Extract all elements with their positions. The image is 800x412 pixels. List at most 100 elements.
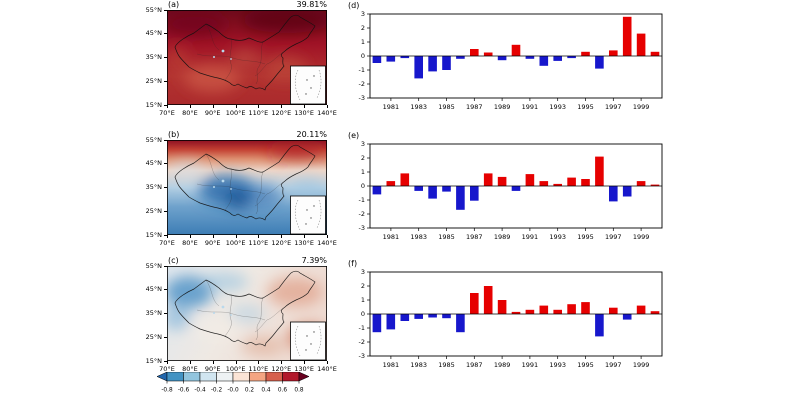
lat-tick (164, 336, 167, 338)
bar (442, 314, 451, 319)
lon-tick (281, 105, 283, 108)
map-area-c (167, 266, 327, 361)
lat-tick (164, 234, 167, 236)
bar (428, 56, 437, 72)
bar-panel-d: (d) -3 -2 -1 0 1 2 3 1981 1983 1985 1987 1989 1991 19… (344, 1, 666, 124)
bar (581, 51, 590, 56)
bar (456, 186, 465, 210)
bar (622, 314, 632, 320)
colorbar-segment (166, 371, 184, 382)
x-tick-label: 1997 (605, 233, 622, 241)
colorbar-left-arrow (156, 371, 168, 382)
bar (400, 314, 410, 321)
lon-tick (167, 235, 168, 238)
lat-tick-label: 15°N (145, 230, 162, 239)
y-tick-label: -2 (359, 338, 365, 346)
lon-tick (327, 361, 328, 364)
x-tick-label: 1999 (633, 361, 650, 369)
x-tick-label: 1995 (577, 233, 594, 241)
lon-tick (167, 361, 168, 364)
bar (622, 186, 632, 197)
lon-tick (281, 361, 283, 364)
bar (372, 186, 382, 195)
eof3-spatial-map (167, 266, 327, 361)
lon-axis-a: 70°E 80°E 90°E 100°E 110°E 120°E 130°E 140°E (159, 105, 337, 119)
colorbar-segment (282, 371, 300, 382)
x-tick-label: 1987 (466, 233, 483, 241)
variance-label-c: 7.39% (301, 256, 327, 265)
bar (497, 300, 507, 314)
bar-panel-f: (f) -3 -2 -1 0 1 2 3 1981 1983 1985 1987 1989 1991 19… (344, 259, 666, 382)
lat-tick (164, 210, 167, 212)
lat-tick (164, 187, 167, 188)
bar (442, 186, 451, 192)
bar (497, 56, 507, 61)
x-tick-label: 1987 (466, 361, 483, 369)
lon-tick (189, 361, 191, 364)
lat-tick (164, 9, 167, 11)
x-tick-label: 1981 (383, 233, 400, 241)
x-tick-label: 1993 (549, 103, 566, 111)
lon-tick-label: 80°E (182, 365, 198, 373)
x-tick-label: 1987 (466, 103, 483, 111)
lon-tick (212, 235, 214, 238)
x-tick-label: 1997 (605, 103, 622, 111)
map-area-a (167, 10, 327, 105)
lon-tick (304, 235, 306, 238)
x-tick-label: 1983 (410, 361, 427, 369)
plot-frame (369, 143, 663, 229)
bar (553, 309, 562, 314)
x-tick-label: 1993 (549, 361, 566, 369)
x-tick-label: 1991 (522, 233, 539, 241)
y-tick-label: 0 (361, 52, 365, 60)
y-tick-label: 1 (361, 168, 365, 176)
bar (595, 314, 604, 337)
colorbar-segment (216, 371, 234, 382)
x-tick-label: 1991 (522, 103, 539, 111)
bar (372, 56, 382, 63)
x-tick-label: 1981 (383, 103, 400, 111)
bar (442, 56, 451, 70)
lat-tick-label: 35°N (145, 183, 162, 191)
bar (622, 16, 632, 56)
panel-label-b: (b) (168, 130, 180, 139)
bar (456, 314, 465, 333)
bar (456, 56, 465, 59)
x-tick-label: 1983 (410, 233, 427, 241)
bar-chart-svg: -3 -2 -1 0 1 2 3 1981 1983 1985 1987 1989 1991 1993 19… (359, 140, 663, 241)
lat-tick-label: 55°N (145, 5, 162, 14)
lon-tick (235, 105, 237, 108)
bar (636, 33, 646, 56)
eof1-spatial-map (167, 10, 327, 105)
colorbar-tick-label: 0.4 (261, 388, 271, 394)
lat-tick (164, 57, 167, 58)
bar (650, 184, 660, 186)
bar (525, 174, 535, 186)
y-tick-label: -1 (359, 196, 365, 204)
lat-tick (164, 139, 167, 141)
bar (414, 186, 423, 191)
x-tick-label: 1995 (577, 103, 594, 111)
panel-label-e: (e) (348, 131, 360, 140)
colorbar-segment (265, 371, 283, 382)
y-tick-label: 2 (361, 282, 365, 290)
lon-tick-label: 90°E (204, 239, 221, 247)
lat-tick (164, 360, 167, 362)
lat-tick-label: 45°N (145, 159, 162, 168)
lat-tick-label: 45°N (145, 29, 162, 38)
bar (400, 173, 410, 186)
x-tick-label: 1991 (522, 361, 539, 369)
y-tick-label: -3 (359, 224, 365, 232)
panel-label-c: (c) (168, 256, 179, 265)
x-tick-label: 1997 (605, 361, 622, 369)
lat-tick-label: 35°N (145, 309, 162, 317)
y-tick-label: 3 (361, 10, 365, 18)
map-panel-c: (c) 7.39% 55°N 45°N 35°N 25°N 15°N (146, 256, 337, 373)
x-tick-label: 1985 (438, 361, 455, 369)
lon-tick-label: 140°E (317, 365, 337, 373)
bar (539, 56, 549, 66)
bar (581, 179, 590, 186)
bar (609, 186, 618, 202)
lon-tick-label: 90°E (204, 365, 221, 373)
